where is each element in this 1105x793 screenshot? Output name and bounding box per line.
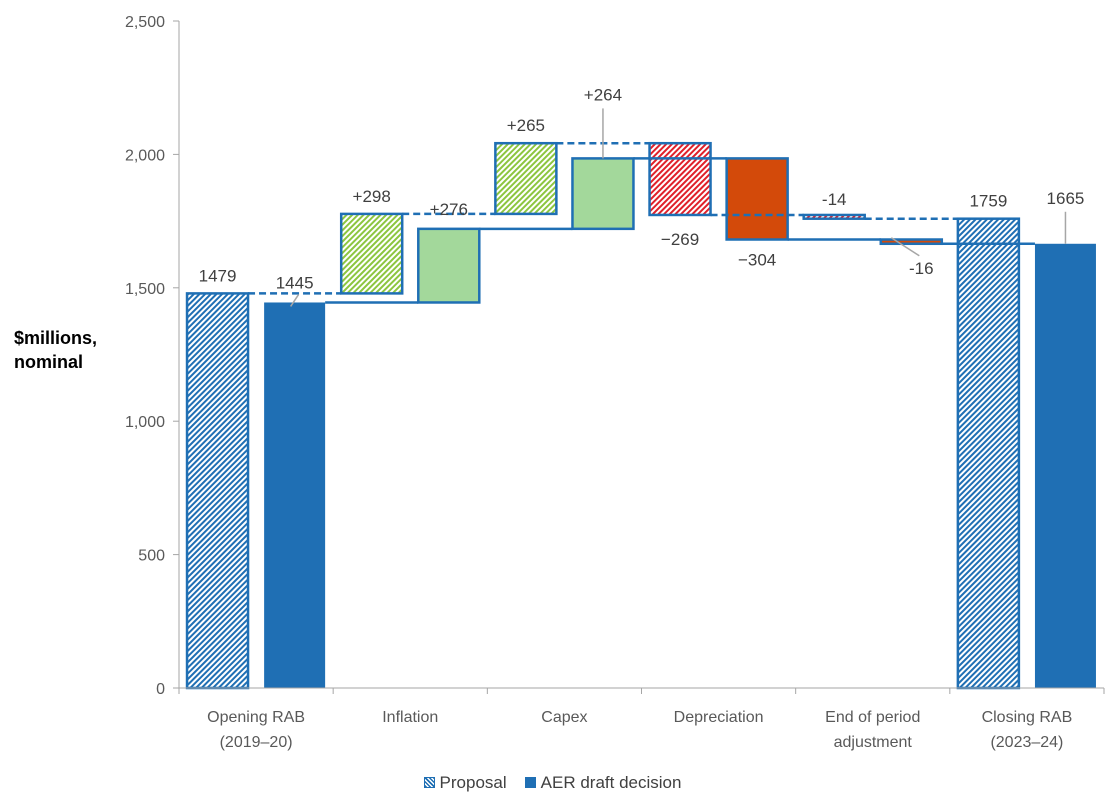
x-tick-label: (2023–24) <box>990 734 1063 751</box>
bar-proposal-3 <box>648 141 712 217</box>
y-tick-label: 1,000 <box>125 414 165 431</box>
bar-aer-3 <box>725 157 789 241</box>
bar-aer-2 <box>571 157 635 231</box>
x-tick-label: Inflation <box>382 709 438 726</box>
x-tick-label: Closing RAB <box>982 709 1073 726</box>
y-tick-label: 1,500 <box>125 281 165 298</box>
x-tick-label: adjustment <box>834 734 913 751</box>
data-label-aer: −304 <box>738 251 776 270</box>
bar-proposal-0 <box>185 292 250 690</box>
aer-swatch <box>524 777 536 788</box>
bar-aer-5 <box>1034 243 1096 688</box>
y-tick-label: 2,000 <box>125 147 165 164</box>
waterfall-chart: 0 500 1,000 1,500 2,000 2,500 Opening RAB (2019… <box>125 14 1105 751</box>
proposal-swatch <box>423 777 435 788</box>
data-label-proposal: −269 <box>661 230 699 249</box>
x-tick-label: Depreciation <box>674 709 764 726</box>
legend: Proposal AER draft decision <box>0 772 1105 793</box>
y-axis-label: $millions, nominal <box>14 328 98 372</box>
bar-proposal-1 <box>339 212 404 295</box>
y-tick-label: 2,500 <box>125 14 165 31</box>
x-tick-label: Capex <box>541 709 587 726</box>
data-label-aer: +276 <box>430 200 468 219</box>
bar-proposal-2 <box>494 141 558 216</box>
legend-label-proposal: Proposal <box>439 772 507 792</box>
leader-line <box>290 294 300 307</box>
bar-proposal-4 <box>802 213 866 220</box>
legend-item-aer: AER draft decision <box>524 772 682 793</box>
data-label-proposal: -14 <box>822 190 847 209</box>
leader-line <box>890 237 920 257</box>
x-tick-label: Opening RAB <box>207 709 305 726</box>
data-label-aer: -16 <box>909 259 934 278</box>
data-label-aer: 1445 <box>276 273 314 292</box>
y-tick-label: 0 <box>156 681 165 698</box>
legend-label-aer: AER draft decision <box>540 772 682 792</box>
data-label-aer: +264 <box>584 85 622 104</box>
bar-proposal-5 <box>956 217 1021 690</box>
data-label-aer: 1665 <box>1047 189 1085 208</box>
data-label-proposal: +298 <box>353 187 391 206</box>
legend-item-proposal: Proposal <box>423 772 507 793</box>
data-label-proposal: 1759 <box>969 192 1007 211</box>
bar-aer-0 <box>264 302 326 688</box>
y-tick-label: 500 <box>138 548 165 565</box>
bar-aer-4 <box>879 238 944 246</box>
x-tick-label: End of period <box>825 709 920 726</box>
x-tick-label: (2019–20) <box>220 734 293 751</box>
data-label-proposal: 1479 <box>199 266 237 285</box>
data-label-proposal: +265 <box>507 116 545 135</box>
bar-aer-1 <box>417 227 481 304</box>
